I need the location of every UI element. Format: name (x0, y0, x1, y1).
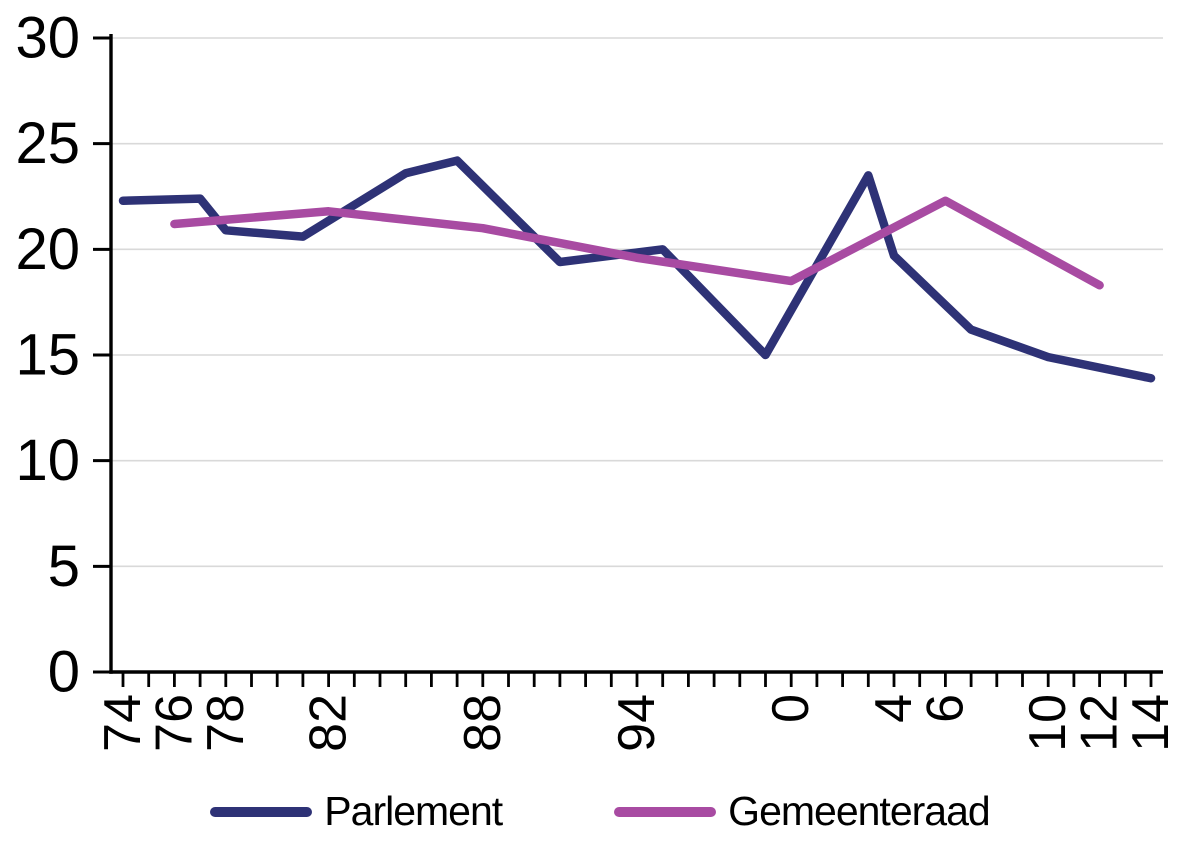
gemeenteraad-line-swatch (614, 806, 717, 817)
x-tick-label: 78 (197, 694, 255, 752)
x-tick-label: 0 (762, 694, 820, 723)
y-tick-label: 25 (15, 111, 80, 176)
parlement-line (118, 156, 1156, 383)
gemeenteraad-line (170, 196, 1104, 290)
x-tick-label: 14 (1122, 694, 1180, 752)
y-tick-label: 10 (15, 428, 80, 493)
legend: Parlement Gemeenteraad (0, 788, 1200, 834)
parlement-line-swatch (210, 806, 313, 817)
y-tick-label: 20 (15, 217, 80, 282)
y-tick-label: 15 (15, 323, 80, 388)
y-tick-label: 30 (15, 6, 80, 71)
legend-label-gemeenteraad: Gemeenteraad (728, 788, 991, 834)
y-tick-label: 5 (48, 534, 80, 599)
legend-item-parlement: Parlement (210, 788, 503, 834)
legend-label-parlement: Parlement (324, 788, 503, 834)
x-tick-label: 76 (145, 694, 203, 752)
x-tick-label: 88 (454, 694, 512, 752)
x-tick-label: 82 (300, 694, 358, 752)
x-tick-label: 74 (94, 694, 152, 752)
legend-item-gemeenteraad: Gemeenteraad (614, 788, 991, 834)
x-tick-label: 94 (608, 694, 666, 752)
y-tick-label: 0 (48, 640, 80, 705)
x-tick-label: 10 (1019, 694, 1077, 752)
x-tick-label: 6 (916, 694, 974, 723)
x-tick-label: 4 (865, 694, 923, 723)
x-tick-label: 12 (1071, 694, 1129, 752)
